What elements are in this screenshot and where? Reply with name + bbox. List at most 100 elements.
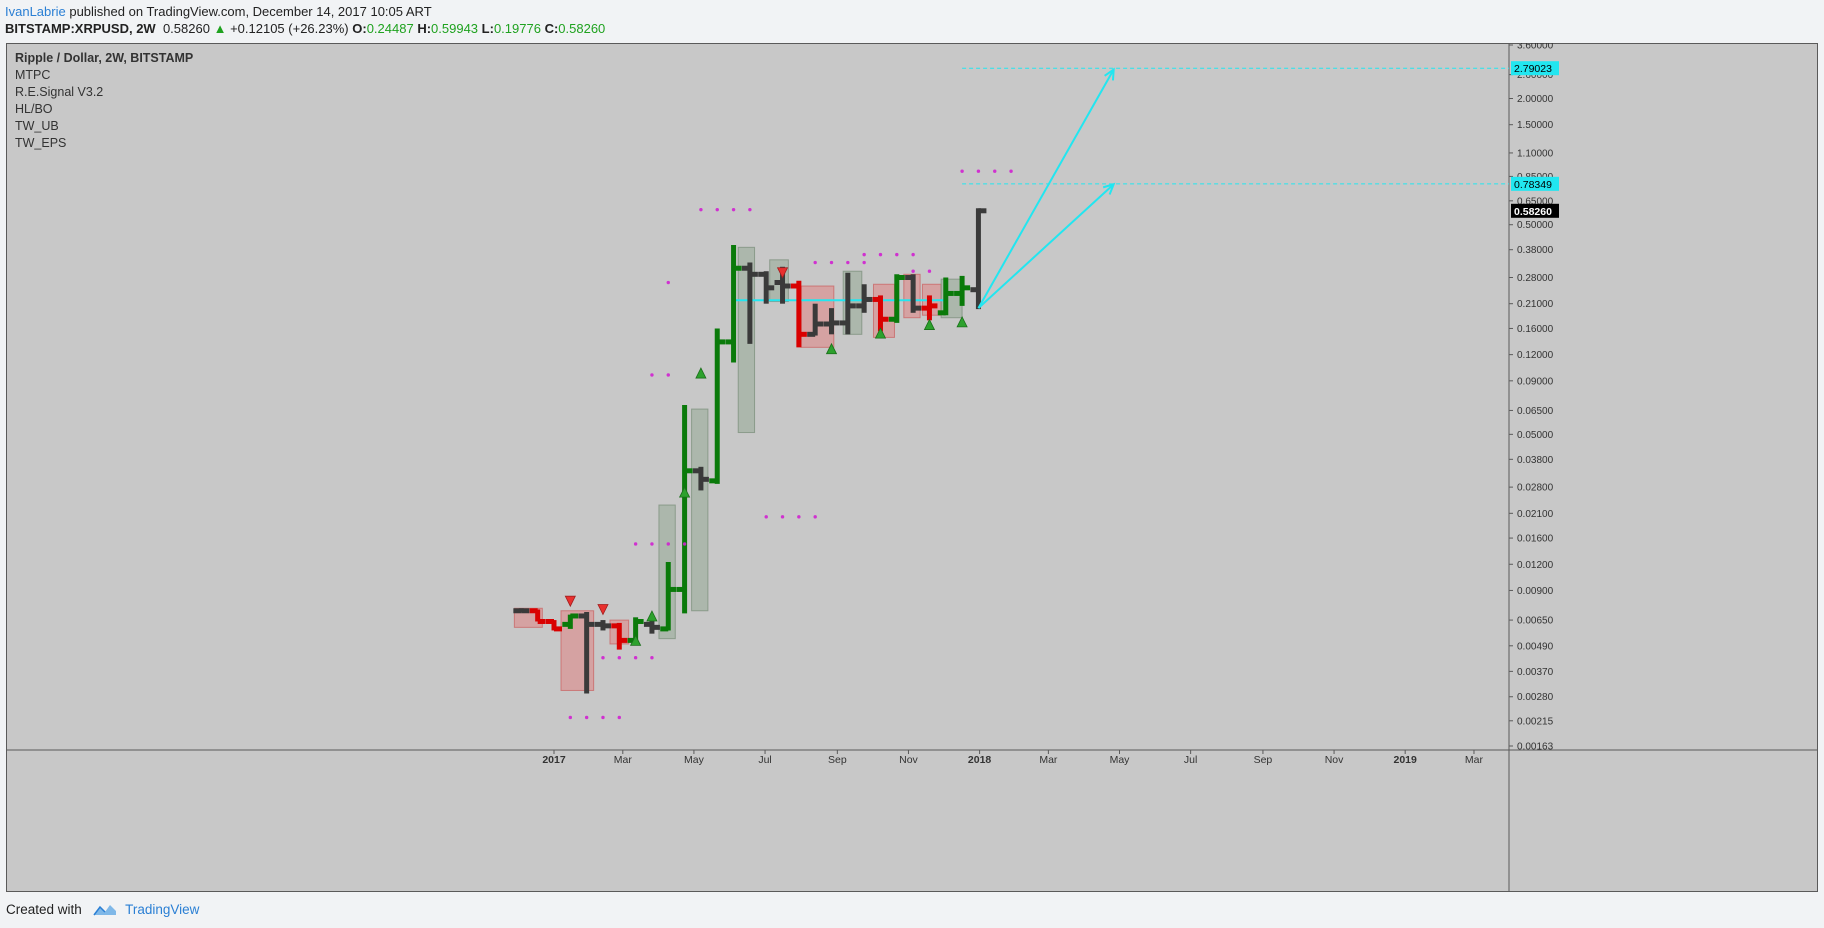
zone-box — [872, 283, 895, 338]
signal-dot — [813, 515, 817, 519]
y-tick-label: 0.02100 — [1517, 509, 1554, 520]
signal-dot — [584, 715, 589, 720]
y-tick-label: 0.50000 — [1517, 220, 1554, 231]
price-change: +0.12105 (+26.23%) — [230, 21, 349, 36]
signal-dot — [829, 260, 834, 265]
y-tick-label: 0.05000 — [1517, 430, 1554, 441]
signal-dot — [650, 373, 654, 377]
legend-indicator[interactable]: TW_UB — [15, 119, 59, 133]
author-link[interactable]: IvanLabrie — [5, 4, 66, 19]
signal-dot — [568, 715, 573, 720]
buy-signal-arrow-icon — [825, 342, 838, 355]
signal-dot — [764, 515, 768, 519]
y-tick-label: 0.00650 — [1517, 616, 1554, 627]
close-label: C: — [544, 21, 559, 36]
high-value: 0.59943 — [431, 21, 479, 36]
signal-dot — [731, 207, 736, 212]
signal-dot — [813, 260, 817, 265]
signal-dot — [617, 715, 621, 720]
open-value: 0.24487 — [366, 21, 414, 36]
y-tick-label: 0.12000 — [1517, 350, 1554, 361]
x-tick-label: Nov — [899, 754, 918, 766]
y-tick-label: 0.00163 — [1517, 742, 1554, 753]
arrowhead-icon — [1102, 182, 1116, 195]
price-chart[interactable]: 3.600002.600002.000001.500001.100000.850… — [6, 43, 1818, 892]
signal-dot — [666, 373, 670, 377]
up-arrow-icon: ▲ — [213, 21, 227, 36]
signal-dot — [715, 207, 719, 212]
y-tick-label: 0.02800 — [1517, 483, 1554, 494]
signal-dot — [650, 542, 654, 546]
signal-dot — [682, 542, 687, 546]
legend-indicator[interactable]: R.E.Signal V3.2 — [15, 85, 104, 99]
x-tick-label: Jul — [1184, 754, 1197, 766]
y-tick-label: 0.01200 — [1517, 560, 1554, 571]
y-tick-label: 0.28000 — [1517, 273, 1554, 284]
legend-indicator[interactable]: MTPC — [15, 68, 51, 82]
x-tick-label: Jul — [758, 754, 771, 766]
signal-dot — [633, 655, 638, 660]
tradingview-link[interactable]: TradingView — [125, 902, 200, 917]
open-label: O: — [352, 21, 367, 36]
chart-legend: Ripple / Dollar, 2W, BITSTAMP MTPC R.E.S… — [15, 50, 193, 152]
projection-arrow-line[interactable] — [977, 183, 1115, 309]
x-tick-label: 2019 — [1394, 754, 1418, 766]
last-price-label: 0.58260 — [1514, 206, 1552, 218]
buy-signal-arrow-icon — [695, 367, 707, 379]
close-value: 0.58260 — [558, 21, 606, 36]
legend-indicator[interactable]: HL/BO — [15, 102, 53, 116]
publish-info: IvanLabrie published on TradingView.com,… — [5, 4, 432, 19]
signal-dot — [862, 260, 866, 265]
ohlc-summary: BITSTAMP:XRPUSD, 2W 0.58260 ▲ +0.12105 (… — [5, 21, 605, 36]
signal-dot — [633, 542, 638, 546]
x-tick-label: Mar — [1465, 754, 1484, 766]
legend-indicator[interactable]: TW_EPS — [15, 136, 67, 150]
zone-box — [691, 408, 709, 612]
signal-dot — [780, 515, 785, 519]
y-tick-label: 0.00280 — [1517, 692, 1554, 703]
y-tick-label: 0.03800 — [1517, 455, 1554, 466]
signal-dot — [617, 655, 621, 660]
low-value: 0.19776 — [493, 21, 541, 36]
buy-signal-arrow-icon — [629, 634, 642, 646]
signal-dot — [846, 260, 850, 265]
symbol-label: BITSTAMP:XRPUSD, 2W — [5, 21, 156, 36]
y-tick-label: 0.01600 — [1517, 534, 1554, 545]
signal-dot — [797, 515, 801, 519]
footer: Created with TradingView — [6, 902, 199, 917]
y-tick-label: 0.65000 — [1517, 196, 1554, 207]
signal-dot — [601, 655, 605, 660]
y-tick-label: 0.16000 — [1517, 324, 1554, 335]
y-tick-label: 0.00900 — [1517, 586, 1554, 597]
x-tick-label: May — [684, 754, 705, 766]
signal-dot — [601, 715, 605, 720]
y-tick-label: 1.10000 — [1517, 148, 1554, 159]
buy-signal-arrow-icon — [923, 318, 936, 330]
low-label: L: — [481, 21, 494, 36]
chart-header: IvanLabrie published on TradingView.com,… — [0, 0, 1824, 42]
signal-dot — [878, 252, 883, 257]
projection-arrow-line[interactable] — [977, 69, 1115, 309]
x-tick-label: Mar — [1039, 754, 1058, 766]
buy-signal-arrow-icon — [678, 486, 691, 498]
y-tick-label: 3.60000 — [1517, 43, 1554, 52]
x-tick-label: Nov — [1325, 754, 1344, 766]
y-tick-label: 1.50000 — [1517, 120, 1554, 131]
buy-signal-arrow-icon — [874, 327, 887, 339]
sell-signal-arrow-icon — [564, 595, 576, 608]
target-price-label: 2.79023 — [1514, 63, 1552, 75]
x-tick-label: May — [1110, 754, 1131, 766]
signal-dot — [927, 269, 932, 273]
y-tick-label: 0.09000 — [1517, 376, 1554, 387]
created-with-label: Created with — [6, 902, 82, 917]
signal-dot — [960, 169, 964, 173]
signal-dot — [650, 655, 654, 660]
x-tick-label: Sep — [828, 754, 847, 766]
signal-dot — [911, 252, 915, 257]
x-tick-label: Sep — [1254, 754, 1273, 766]
published-text: published on TradingView.com, December 1… — [69, 4, 432, 19]
signal-dot — [976, 169, 981, 173]
buy-signal-arrow-icon — [646, 610, 658, 622]
target-price-tag — [1511, 61, 1559, 76]
y-tick-label: 0.00370 — [1517, 667, 1554, 678]
